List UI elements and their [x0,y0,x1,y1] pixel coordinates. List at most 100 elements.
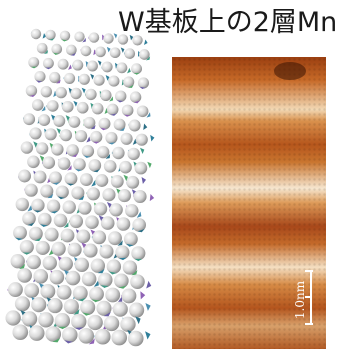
spin-arrow-head [49,38,55,41]
spin-arrow-head [34,237,42,242]
atom-sphere [88,32,100,43]
atom-sphere [97,272,113,288]
atom-sphere [26,254,41,270]
spin-arrow-head [47,193,54,199]
atom-sphere [76,229,91,244]
spin-arrow-head [114,62,119,69]
atom-sphere [28,226,43,241]
spin-arrow-head [86,136,91,143]
spin-arrow-head [131,189,137,197]
spin-arrow-head [27,205,33,212]
atom-sphere [120,316,136,332]
atom-sphere [103,315,120,332]
spin-arrow-head [58,326,67,330]
atom-sphere [126,175,140,189]
spin-arrow-head [82,37,86,43]
atom-sphere [87,60,98,72]
atom-sphere [45,326,62,342]
atom-sphere [100,89,112,101]
atom-sphere [49,171,62,185]
spin-arrow-head [56,79,61,84]
atom-sphere [95,174,109,187]
atom-sphere [125,204,139,218]
spin-arrow-head [118,257,127,261]
atom-sphere [78,328,95,344]
spin-arrow-head [67,165,72,171]
atom-sphere [76,101,89,114]
spin-arrow-head [143,123,148,130]
scale-bar-label: 1.0nm [293,280,307,320]
spin-arrow-head [52,182,60,185]
atom-sphere [138,49,150,60]
spin-arrow-head [103,311,111,317]
spin-arrow-head [98,215,104,223]
atom-sphere [112,146,125,160]
atom-sphere [109,47,121,59]
atom-sphere [94,328,111,345]
atom-sphere [74,31,85,42]
spin-arrow-head [131,270,138,276]
atom-sphere [59,30,71,41]
atom-sphere [33,268,49,284]
atom-sphere [71,313,87,330]
spin-arrow-head [140,147,145,155]
spin-arrow-head [145,56,151,61]
spin-arrow-head [110,113,117,116]
atom-sphere [114,273,129,289]
spin-arrow-head [132,138,137,145]
atom-sphere [71,186,85,200]
spin-arrow-head [118,285,127,289]
atom-sphere [20,141,34,154]
spin-arrow-head [93,280,99,287]
spin-arrow-head [116,188,121,196]
spin-arrow-head [108,271,117,275]
spin-arrow-head [57,196,65,200]
spin-arrow-head [108,142,116,145]
spin-arrow-head [146,280,152,289]
atom-sphere [44,227,59,242]
spin-arrow-head [75,168,83,172]
spin-arrow-head [83,155,91,158]
atom-sphere [93,202,108,216]
atom-sphere [28,56,40,68]
atom-sphere [67,242,82,257]
atom-sphere [30,28,42,40]
atom-sphere [90,258,106,273]
atom-sphere [133,189,147,204]
spin-arrow-head [90,229,96,237]
atom-sphere [100,216,115,230]
spin-arrow-head [68,87,73,94]
atom-sphere [120,132,133,145]
atom-sphere [121,288,137,304]
spin-arrow-head [117,100,124,103]
spin-arrow-head [81,87,86,94]
spin-arrow-head [57,255,63,264]
spin-arrow-head [88,338,95,345]
atom-sphere [42,156,56,170]
atom-sphere [117,34,129,45]
spin-arrow-head [97,60,102,66]
atom-sphere [42,255,57,271]
atom-sphere [65,270,81,286]
spin-arrow-head [29,94,36,98]
atom-sphere [38,114,51,127]
spin-arrow-head [27,222,35,226]
atom-sphere [49,71,61,84]
atom-sphere [12,324,29,341]
spin-arrow-head [128,84,134,88]
atom-sphere [75,130,88,143]
atom-sphere [96,145,110,159]
atom-sphere [93,74,105,86]
atom-sphere [69,214,84,229]
atom-sphere [29,127,42,140]
atom-sphere [14,296,30,312]
atom-sphere [54,313,71,329]
spin-arrow-head [93,49,98,56]
spin-arrow-head [113,33,118,39]
spin-arrow-head [73,100,78,107]
atom-sphere [24,183,38,197]
atom-sphere [51,43,63,55]
atom-sphere [45,29,56,41]
atom-sphere [49,269,65,285]
atom-sphere [35,142,49,155]
